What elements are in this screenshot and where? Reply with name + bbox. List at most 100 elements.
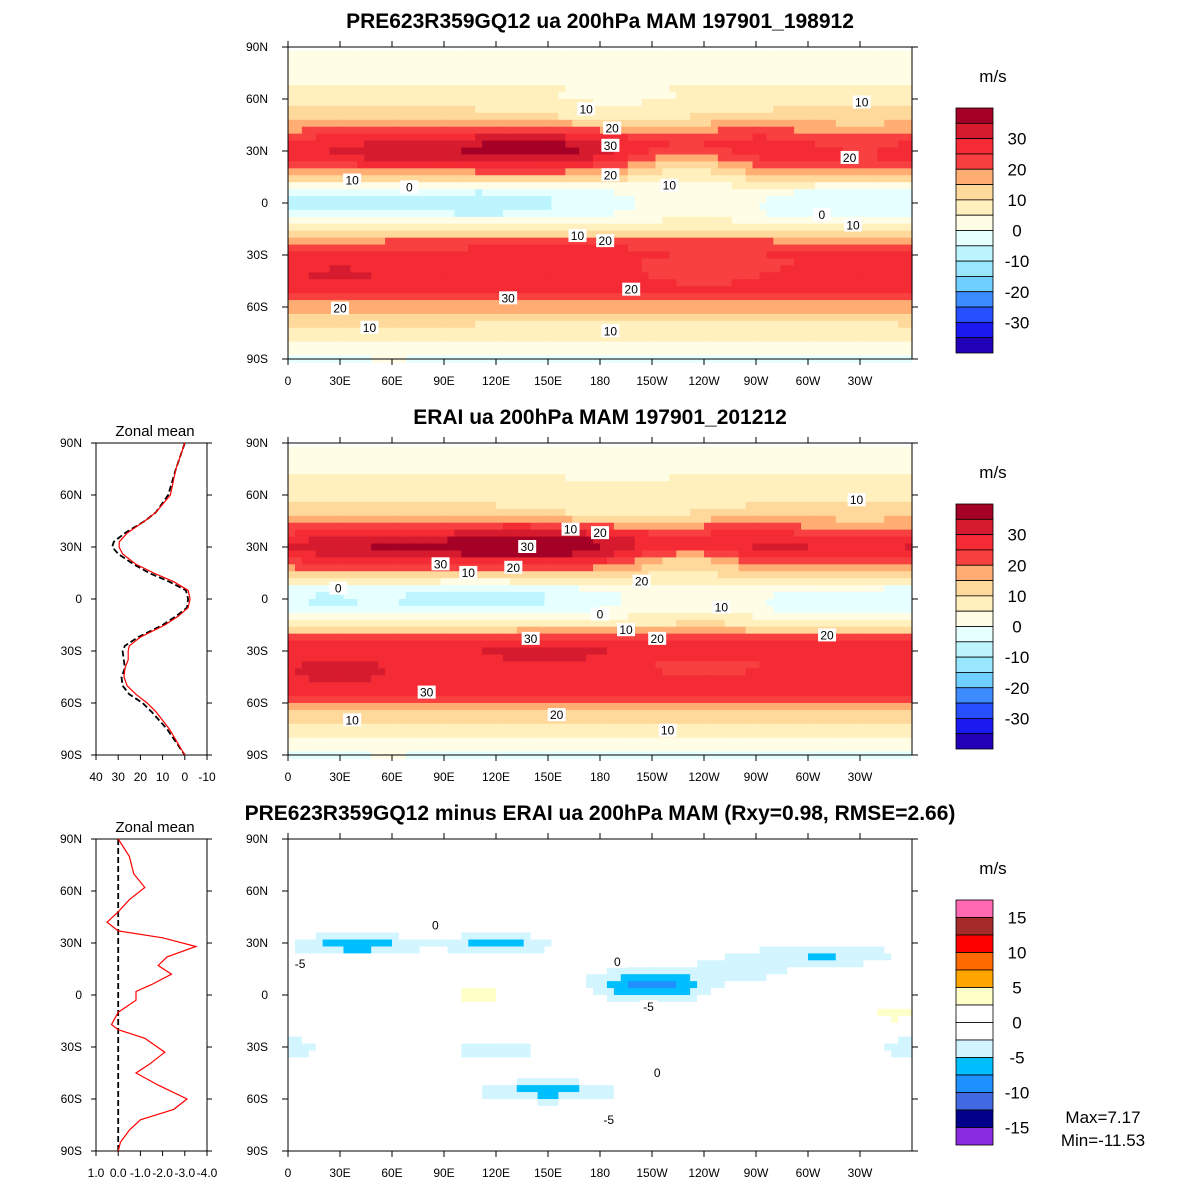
field-cell xyxy=(419,64,428,72)
field-cell xyxy=(468,474,476,482)
field-cell xyxy=(475,327,483,336)
field-cell xyxy=(738,161,747,169)
field-cell xyxy=(364,112,372,121)
field-cell xyxy=(794,488,802,496)
field-cell xyxy=(697,265,705,273)
field-cell xyxy=(641,286,650,294)
field-cell xyxy=(502,286,511,294)
field-cell xyxy=(738,216,747,225)
field-cell xyxy=(620,453,629,461)
field-cell xyxy=(586,57,594,65)
field-cell xyxy=(690,251,698,260)
field-cell xyxy=(787,92,795,100)
field-cell xyxy=(593,133,601,142)
field-cell xyxy=(565,279,573,287)
field-cell xyxy=(669,119,677,128)
field-cell xyxy=(357,216,365,225)
field-cell xyxy=(641,237,650,246)
field-cell xyxy=(412,481,421,489)
field-cell xyxy=(509,196,518,204)
field-cell xyxy=(814,112,823,121)
field-cell xyxy=(288,196,296,204)
field-cell xyxy=(620,501,629,510)
field-cell xyxy=(426,279,435,287)
field-cell xyxy=(641,341,650,350)
field-cell xyxy=(724,119,733,128)
field-cell xyxy=(738,327,747,336)
field-cell xyxy=(288,112,296,121)
field-cell xyxy=(745,64,754,72)
field-cell xyxy=(315,99,324,107)
field-cell xyxy=(586,175,594,183)
field-cell xyxy=(530,209,539,218)
field-cell xyxy=(572,161,580,169)
field-cell xyxy=(717,71,726,79)
field-cell xyxy=(905,495,913,503)
field-cell xyxy=(842,265,851,273)
field-cell xyxy=(697,348,705,357)
field-cell xyxy=(509,209,518,218)
field-cell xyxy=(419,71,428,79)
field-cell xyxy=(655,460,663,468)
field-cell xyxy=(655,50,663,58)
field-cell xyxy=(398,126,407,135)
field-cell xyxy=(655,446,663,454)
field-cell xyxy=(412,258,421,266)
field-cell xyxy=(613,203,622,211)
field-cell xyxy=(690,175,698,183)
field-cell xyxy=(350,313,358,322)
field-cell xyxy=(509,327,518,336)
panel3-title: PRE623R359GQ12 minus ERAI ua 200hPa MAM … xyxy=(245,802,956,825)
field-cell xyxy=(648,313,657,322)
field-cell xyxy=(613,112,622,121)
field-cell xyxy=(398,313,407,322)
field-cell xyxy=(329,64,338,72)
field-cell xyxy=(801,279,809,287)
field-cell xyxy=(315,313,324,322)
field-cell xyxy=(489,341,497,350)
field-cell xyxy=(787,313,795,322)
field-cell xyxy=(849,209,858,218)
field-cell xyxy=(766,203,774,211)
field-cell xyxy=(551,99,559,107)
field-cell xyxy=(357,495,365,503)
field-cell xyxy=(814,501,823,510)
field-cell xyxy=(475,265,483,273)
field-cell xyxy=(489,348,497,357)
field-cell xyxy=(627,251,636,260)
field-cell xyxy=(648,126,657,135)
field-cell xyxy=(496,279,504,287)
field-cell xyxy=(329,320,338,329)
field-cell xyxy=(329,105,338,114)
field-cell xyxy=(717,251,726,260)
field-cell xyxy=(398,300,407,308)
field-cell xyxy=(294,348,303,357)
field-cell xyxy=(454,481,462,489)
contour-label-bg xyxy=(601,138,620,152)
field-cell xyxy=(593,320,601,329)
field-cell xyxy=(828,467,837,475)
field-cell xyxy=(773,244,781,253)
field-cell xyxy=(842,488,851,496)
field-cell xyxy=(863,453,871,461)
field-cell xyxy=(544,64,553,72)
field-cell xyxy=(641,244,650,253)
field-cell xyxy=(392,230,400,239)
field-cell xyxy=(655,272,663,280)
field-cell xyxy=(419,154,428,162)
field-cell xyxy=(613,237,622,246)
field-cell xyxy=(877,64,885,72)
field-cell xyxy=(523,313,532,322)
field-cell xyxy=(690,481,698,489)
x-tick-label: 60W xyxy=(796,374,821,388)
field-cell xyxy=(544,168,553,176)
field-cell xyxy=(835,119,844,128)
field-cell xyxy=(814,446,823,454)
field-cell xyxy=(794,300,802,308)
field-cell xyxy=(489,313,497,322)
field-cell xyxy=(891,320,899,329)
field-cell xyxy=(364,133,372,142)
field-cell xyxy=(898,251,906,260)
field-cell xyxy=(710,168,719,176)
field-cell xyxy=(676,501,684,510)
